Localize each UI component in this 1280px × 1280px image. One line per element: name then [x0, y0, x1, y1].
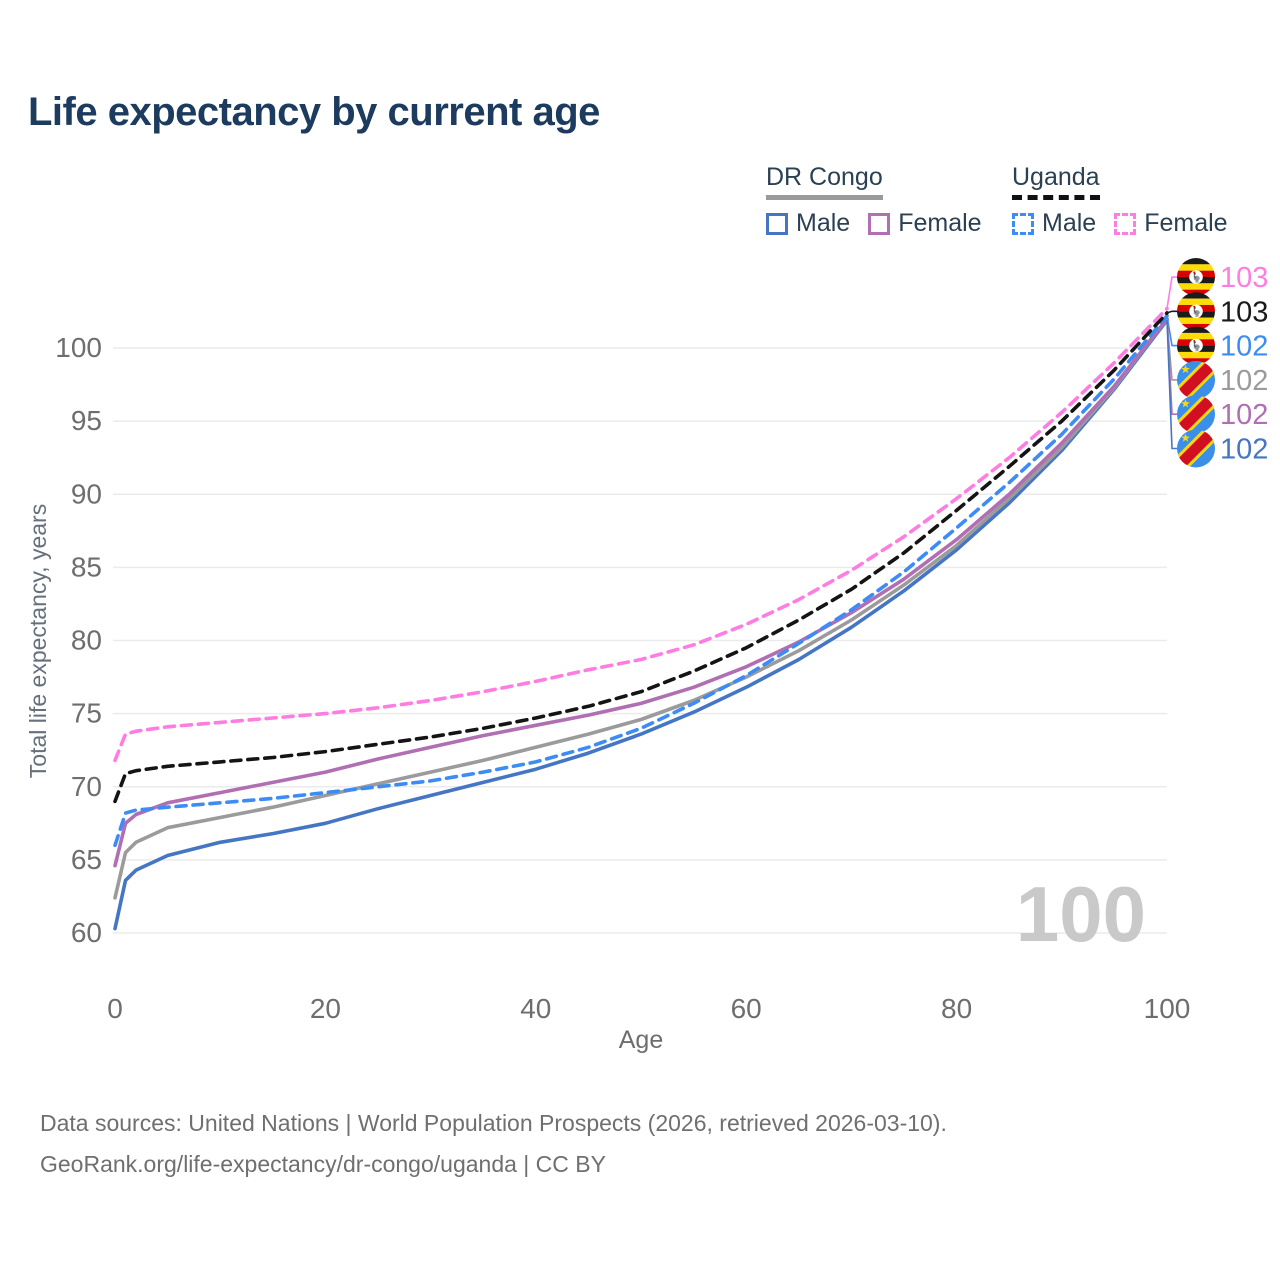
- page-title: Life expectancy by current age: [28, 90, 600, 134]
- legend-label: Male: [1042, 209, 1097, 237]
- leader-line: [1166, 276, 1179, 309]
- y-tick-label: 75: [71, 698, 102, 729]
- leader-line: [1166, 320, 1179, 450]
- series-line-dr-congo-male[interactable]: [113, 318, 1169, 931]
- y-tick-label: 90: [71, 478, 102, 509]
- legend-item-uganda-female[interactable]: Female: [1114, 209, 1228, 238]
- y-tick-label: 65: [71, 844, 102, 875]
- end-value-uganda-female: 103: [1220, 262, 1268, 294]
- x-tick-labels: 0 20 40 60 80 100: [107, 993, 1190, 1024]
- y-tick-label: 95: [71, 405, 102, 436]
- x-tick-label: 20: [310, 993, 341, 1024]
- legend-item-uganda-male[interactable]: Male: [1012, 209, 1096, 238]
- uganda-flag-icon: [1177, 292, 1215, 330]
- series-line-uganda[interactable]: [113, 311, 1169, 804]
- legend-header-dr-congo[interactable]: DR Congo: [766, 163, 883, 200]
- y-tick-labels: 60 65 70 75 80 85 90 95 100: [55, 332, 102, 948]
- y-tick-label: 85: [71, 551, 102, 582]
- y-tick-label: 70: [71, 771, 102, 802]
- x-tick-label: 80: [941, 993, 972, 1024]
- uganda-flag-icon: [1177, 327, 1215, 365]
- end-value-uganda-male: 102: [1220, 331, 1268, 363]
- data-sources-line: Data sources: United Nations | World Pop…: [40, 1110, 947, 1136]
- legend-item-drc-male[interactable]: Male: [766, 209, 850, 238]
- end-value-dr-congo-female: 102: [1220, 399, 1268, 431]
- x-tick-label: 40: [520, 993, 551, 1024]
- legend-item-drc-female[interactable]: Female: [868, 209, 982, 238]
- series-line-uganda-male[interactable]: [113, 313, 1169, 848]
- footer: Data sources: United Nations | World Pop…: [40, 1103, 947, 1185]
- x-tick-label: 100: [1144, 993, 1191, 1024]
- legend-label: Male: [796, 209, 851, 237]
- legend-label: Female: [1144, 209, 1228, 237]
- series-lines: [113, 306, 1169, 931]
- y-axis-label: Total life expectancy, years: [25, 504, 51, 778]
- series-line-dr-congo[interactable]: [113, 316, 1169, 900]
- y-tick-label: 60: [71, 917, 102, 948]
- legend-header-uganda[interactable]: Uganda: [1012, 163, 1100, 200]
- y-tick-label: 100: [55, 332, 102, 363]
- end-value-dr-congo-male: 102: [1220, 434, 1268, 466]
- uganda-male-swatch-icon: [1012, 212, 1034, 235]
- y-tick-label: 80: [71, 625, 102, 656]
- drc-female-swatch-icon: [868, 212, 891, 235]
- drc-male-swatch-icon: [766, 212, 788, 235]
- series-line-uganda-female[interactable]: [113, 306, 1169, 763]
- gridlines: [113, 347, 1167, 934]
- legend-group-uganda: Uganda Male Female: [1012, 163, 1246, 238]
- attribution-line: GeoRank.org/life-expectancy/dr-congo/uga…: [40, 1151, 606, 1177]
- x-tick-label: 0: [107, 993, 123, 1024]
- leader-line: [1166, 315, 1179, 347]
- series-line-dr-congo-female[interactable]: [113, 316, 1169, 868]
- uganda-flag-icon: [1177, 258, 1215, 296]
- legend-label: Female: [898, 209, 982, 237]
- legend-group-dr-congo: DR Congo Male Female: [766, 163, 1000, 238]
- uganda-female-swatch-icon: [1114, 212, 1137, 235]
- x-axis-label: Age: [619, 1026, 663, 1054]
- end-value-dr-congo: 102: [1220, 365, 1268, 397]
- leader-line: [1166, 310, 1179, 314]
- end-value-uganda: 103: [1220, 296, 1268, 328]
- age-watermark: 100: [1016, 870, 1146, 958]
- x-tick-label: 60: [731, 993, 762, 1024]
